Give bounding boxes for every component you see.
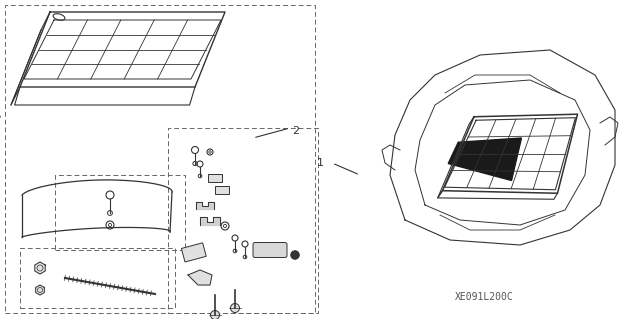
Polygon shape	[35, 262, 45, 274]
Circle shape	[211, 310, 220, 319]
Text: XE091L200C: XE091L200C	[455, 292, 514, 302]
Bar	[55, 175, 185, 250]
Text: 2: 2	[292, 126, 299, 136]
Polygon shape	[448, 138, 522, 181]
Bar	[5, 5, 315, 313]
Polygon shape	[196, 202, 214, 209]
Bar	[168, 128, 318, 313]
Circle shape	[291, 251, 299, 259]
FancyBboxPatch shape	[253, 242, 287, 257]
Text: 1: 1	[317, 158, 324, 168]
Polygon shape	[188, 270, 212, 285]
Polygon shape	[36, 285, 44, 295]
Circle shape	[230, 303, 239, 313]
Bar	[215, 186, 229, 194]
Bar	[208, 174, 222, 182]
Bar	[181, 243, 206, 262]
Bar	[20, 248, 175, 308]
Polygon shape	[200, 217, 220, 225]
